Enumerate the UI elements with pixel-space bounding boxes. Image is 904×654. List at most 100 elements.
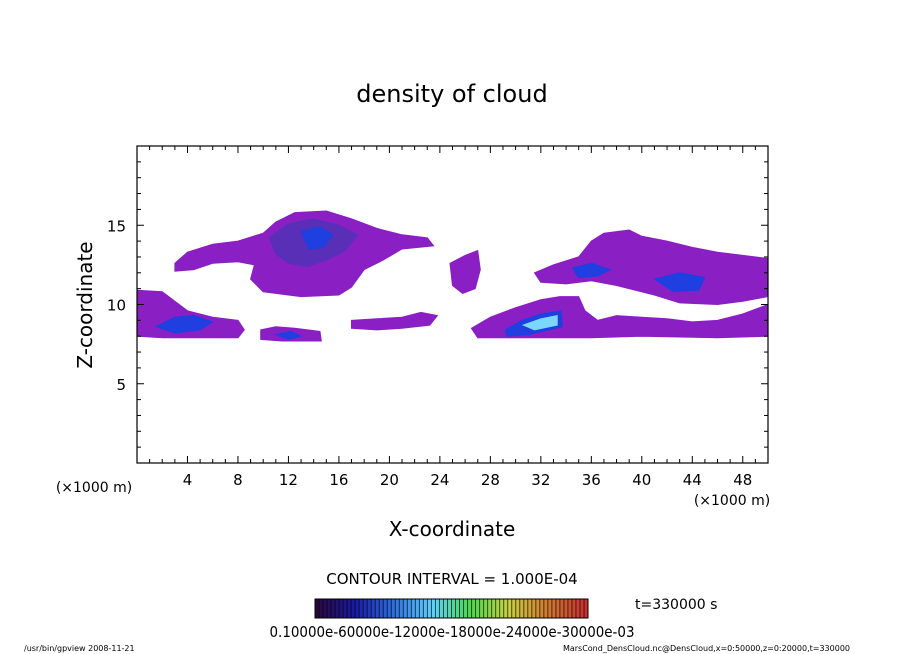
y-axis-label: Z-coordinate xyxy=(73,241,97,368)
mid-thin-band xyxy=(351,311,439,331)
colorbar-swatch xyxy=(563,599,568,618)
colorbar-swatch xyxy=(391,599,396,618)
colorbar-swatch xyxy=(471,599,476,618)
colorbar-swatch xyxy=(411,599,416,618)
colorbar-swatch xyxy=(327,599,332,618)
colorbar-swatch xyxy=(375,599,380,618)
colorbar-swatch xyxy=(351,599,356,618)
colorbar-swatch xyxy=(511,599,516,618)
colorbar-swatch xyxy=(495,599,500,618)
x-tick-label: 24 xyxy=(430,471,449,489)
y-unit-label: (×1000 m) xyxy=(56,480,132,496)
colorbar-frame xyxy=(314,598,589,619)
colorbar-swatch xyxy=(355,599,360,618)
colorbar-swatch xyxy=(427,599,432,618)
x-tick-label: 32 xyxy=(531,471,550,489)
colorbar-swatch xyxy=(339,599,344,618)
x-tick-label: 40 xyxy=(632,471,651,489)
colorbar-swatch xyxy=(443,599,448,618)
colorbar-swatch xyxy=(483,599,488,618)
cloud-26 xyxy=(449,249,481,294)
x-tick-label: 48 xyxy=(733,471,752,489)
x-tick-labels: 4 8 12 16 20 24 28 32 36 40 44 48 xyxy=(183,471,753,489)
left-lower-core xyxy=(154,315,214,334)
colorbar-swatch xyxy=(507,599,512,618)
colorbar-swatch xyxy=(399,599,404,618)
colorbar-swatch xyxy=(343,599,348,618)
colorbar-swatch xyxy=(407,599,412,618)
colorbar-swatch xyxy=(547,599,552,618)
colorbar-labels: 0.10000e-60000e-12000e-18000e-24000e-300… xyxy=(270,623,635,641)
colorbar-swatch xyxy=(415,599,420,618)
colorbar-swatch xyxy=(479,599,484,618)
upper-right-core2 xyxy=(653,272,706,293)
colorbar-swatch xyxy=(487,599,492,618)
colorbar-swatch xyxy=(403,599,408,618)
x-tick-label: 20 xyxy=(380,471,399,489)
colorbar-swatch xyxy=(519,599,524,618)
colorbar-swatch xyxy=(463,599,468,618)
colorbar-swatch xyxy=(387,599,392,618)
colorbar-swatch xyxy=(439,599,444,618)
colorbar-swatch xyxy=(555,599,560,618)
x-tick-label: 12 xyxy=(279,471,298,489)
y-tick-labels: 5 10 15 xyxy=(107,217,126,394)
colorbar-swatch xyxy=(559,599,564,618)
y-tick-label: 10 xyxy=(107,297,126,315)
colorbar-swatch xyxy=(455,599,460,618)
axis-ticks xyxy=(137,146,768,463)
colorbar-swatch xyxy=(371,599,376,618)
colorbar-swatch xyxy=(531,599,536,618)
colorbar-swatch xyxy=(419,599,424,618)
colorbar-swatch xyxy=(475,599,480,618)
chart-title: density of cloud xyxy=(356,80,547,108)
colorbar-swatch xyxy=(359,599,364,618)
colorbar-swatch xyxy=(571,599,576,618)
upper-right-core xyxy=(571,262,612,279)
right-lower-peak xyxy=(521,314,558,331)
colorbar-swatch xyxy=(395,599,400,618)
colorbar-swatch xyxy=(515,599,520,618)
colorbar-swatch xyxy=(435,599,440,618)
x-tick-label: 8 xyxy=(233,471,243,489)
time-label: t=330000 s xyxy=(635,597,717,613)
x-tick-label: 16 xyxy=(329,471,348,489)
colorbar-swatch xyxy=(567,599,572,618)
x-tick-label: 44 xyxy=(683,471,702,489)
x-unit-label: (×1000 m) xyxy=(694,493,770,509)
small-core-12 xyxy=(274,330,303,340)
x-axis-label: X-coordinate xyxy=(389,517,516,541)
colorbar-swatch xyxy=(451,599,456,618)
colorbar-swatch xyxy=(539,599,544,618)
colorbar-swatch xyxy=(467,599,472,618)
footer-left: /usr/bin/gpview 2008-11-21 xyxy=(24,644,135,653)
colorbar-swatch xyxy=(459,599,464,618)
colorbar-swatch xyxy=(575,599,580,618)
colorbar-swatch xyxy=(319,599,324,618)
colorbar-swatch xyxy=(431,599,436,618)
colorbar-swatch xyxy=(579,599,584,618)
upper-left-core-inner xyxy=(300,226,334,250)
x-tick-label: 36 xyxy=(582,471,601,489)
x-tick-label: 28 xyxy=(481,471,500,489)
colorbar-swatch xyxy=(535,599,540,618)
colorbar-swatch xyxy=(315,599,320,618)
footer-right: MarsCond_DensCloud.nc@DensCloud,x=0:5000… xyxy=(563,644,850,653)
colorbar-swatch xyxy=(583,599,588,618)
cloud-contours xyxy=(136,210,769,342)
y-tick-label: 15 xyxy=(107,217,126,235)
colorbar-swatch xyxy=(527,599,532,618)
colorbar-swatch xyxy=(335,599,340,618)
colorbar-swatch xyxy=(491,599,496,618)
colorbar xyxy=(314,599,588,618)
colorbar-swatch xyxy=(499,599,504,618)
contour-interval-label: CONTOUR INTERVAL = 1.000E-04 xyxy=(326,570,577,588)
colorbar-swatch xyxy=(379,599,384,618)
colorbar-swatch xyxy=(551,599,556,618)
colorbar-swatch xyxy=(423,599,428,618)
x-tick-label: 4 xyxy=(183,471,193,489)
colorbar-swatch xyxy=(447,599,452,618)
colorbar-swatch xyxy=(367,599,372,618)
colorbar-swatch xyxy=(503,599,508,618)
